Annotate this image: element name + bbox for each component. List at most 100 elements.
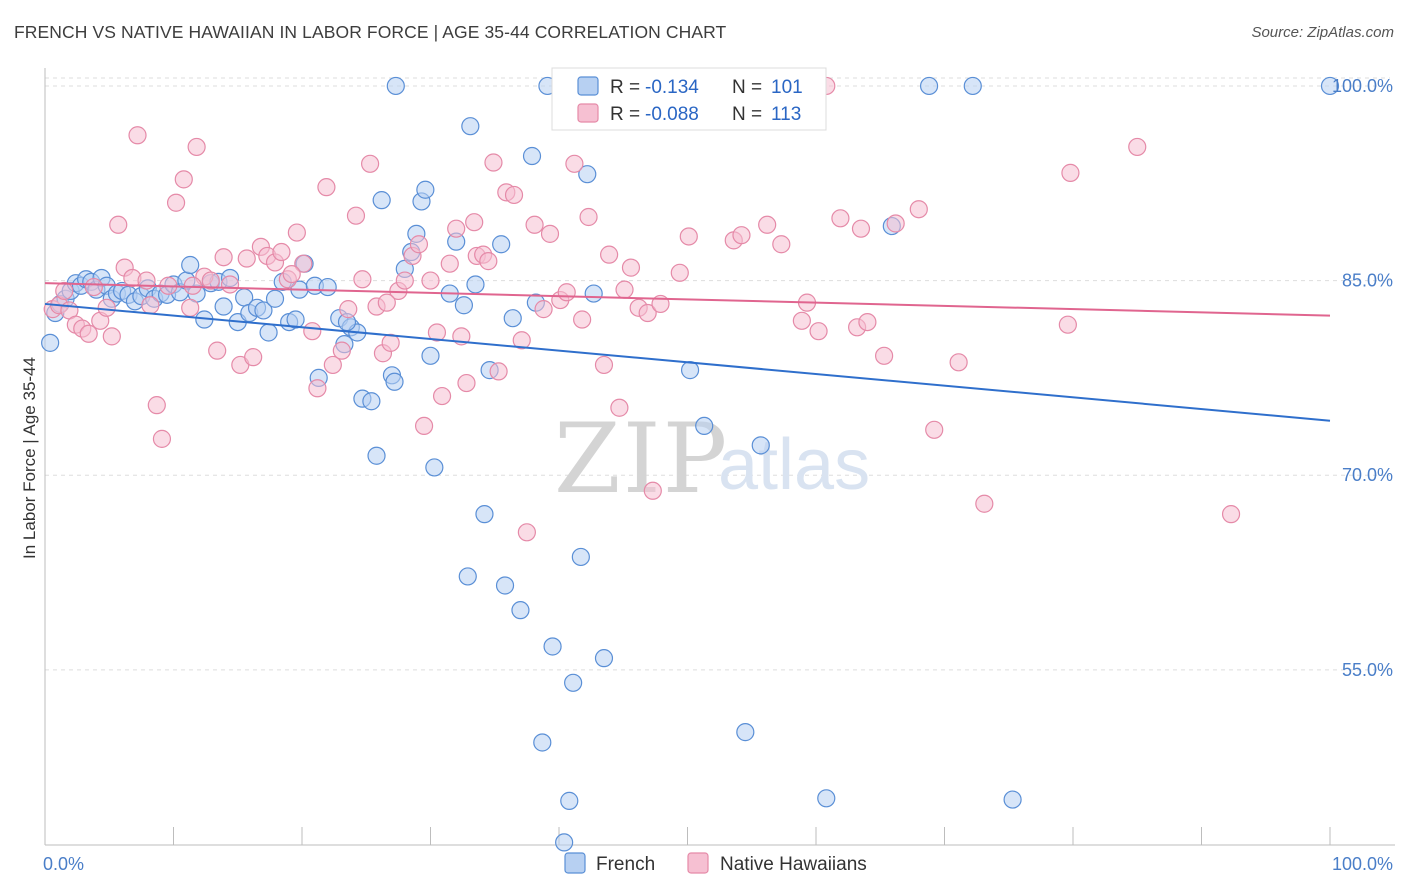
hawaiian-point-22 bbox=[181, 298, 200, 317]
trend-lines bbox=[44, 282, 1331, 422]
french-point-63 bbox=[425, 458, 444, 477]
french-point-36 bbox=[254, 301, 273, 320]
hawaiian-point-27 bbox=[214, 248, 233, 267]
french-point-25 bbox=[181, 255, 200, 275]
hawaiian-point-43 bbox=[332, 341, 351, 360]
bottom-legend-swatch-french bbox=[564, 852, 586, 874]
french-point-92 bbox=[817, 789, 836, 808]
french-point-79 bbox=[555, 833, 574, 852]
hawaiian-trend-line bbox=[44, 282, 1331, 317]
hawaiian-point-113 bbox=[377, 293, 396, 312]
legend-n-label-hawaiian: N = bbox=[732, 104, 762, 125]
hawaiian-point-83 bbox=[615, 280, 634, 299]
hawaiian-point-10 bbox=[102, 327, 121, 346]
hawaiian-point-105 bbox=[975, 494, 994, 513]
hawaiian-point-71 bbox=[517, 523, 536, 542]
french-point-98 bbox=[458, 567, 477, 586]
hawaiian-point-67 bbox=[489, 362, 508, 381]
french-point-46 bbox=[318, 277, 337, 297]
hawaiian-point-25 bbox=[201, 271, 220, 290]
hawaiian-point-88 bbox=[670, 263, 689, 282]
hawaiian-point-74 bbox=[540, 224, 560, 243]
hawaiian-point-58 bbox=[432, 386, 452, 406]
hawaiian-points bbox=[43, 76, 1241, 542]
french-point-0 bbox=[41, 333, 60, 352]
legend-r-label-hawaiian: R = bbox=[610, 104, 640, 125]
hawaiian-point-66 bbox=[484, 153, 503, 172]
french-point-56 bbox=[385, 372, 404, 391]
hawaiian-point-26 bbox=[208, 341, 227, 360]
hawaiian-point-111 bbox=[282, 264, 301, 284]
x-tick-label-1: 100.0% bbox=[1332, 854, 1393, 874]
bottom-legend-label-french: French bbox=[596, 854, 655, 875]
hawaiian-point-65 bbox=[479, 252, 498, 271]
hawaiian-point-46 bbox=[353, 270, 372, 289]
hawaiian-point-20 bbox=[166, 193, 186, 212]
french-point-95 bbox=[963, 76, 982, 96]
hawaiian-point-52 bbox=[395, 271, 414, 290]
hawaiian-point-109 bbox=[1221, 505, 1241, 524]
hawaiian-point-110 bbox=[465, 213, 484, 232]
hawaiian-point-62 bbox=[457, 373, 476, 393]
y-axis-label: In Labor Force | Age 35-44 bbox=[20, 357, 39, 559]
hawaiian-point-6 bbox=[79, 324, 98, 343]
french-point-94 bbox=[919, 76, 939, 96]
hawaiian-point-57 bbox=[427, 323, 447, 342]
french-point-85 bbox=[594, 649, 614, 668]
french-point-80 bbox=[560, 791, 579, 810]
hawaiian-point-37 bbox=[287, 223, 306, 242]
hawaiian-point-60 bbox=[447, 219, 466, 238]
french-point-61 bbox=[416, 180, 435, 199]
french-point-68 bbox=[466, 275, 485, 294]
french-point-66 bbox=[454, 296, 474, 315]
hawaiian-point-38 bbox=[294, 254, 313, 273]
french-point-62 bbox=[421, 346, 440, 365]
hawaiian-point-81 bbox=[600, 245, 619, 264]
french-point-89 bbox=[736, 723, 755, 742]
hawaiian-point-40 bbox=[308, 379, 327, 398]
hawaiian-point-45 bbox=[346, 206, 366, 225]
french-point-83 bbox=[578, 165, 597, 184]
hawaiian-point-30 bbox=[237, 249, 256, 268]
hawaiian-point-100 bbox=[875, 346, 894, 365]
hawaiian-point-77 bbox=[565, 154, 584, 173]
hawaiian-point-107 bbox=[1061, 163, 1080, 182]
hawaiian-point-41 bbox=[317, 178, 336, 197]
french-point-97 bbox=[1320, 76, 1340, 96]
hawaiian-point-73 bbox=[534, 300, 553, 319]
hawaiian-point-101 bbox=[886, 214, 905, 233]
french-point-41 bbox=[286, 310, 305, 329]
hawaiian-point-80 bbox=[594, 355, 614, 375]
axes bbox=[44, 68, 1395, 846]
y-tick-label-0: 55.0% bbox=[1342, 660, 1393, 680]
chart-title: FRENCH VS NATIVE HAWAIIAN IN LABOR FORCE… bbox=[14, 22, 727, 42]
hawaiian-point-92 bbox=[758, 215, 777, 234]
hawaiian-point-14 bbox=[128, 126, 147, 145]
hawaiian-point-93 bbox=[772, 235, 791, 254]
french-point-99 bbox=[386, 76, 405, 96]
french-point-67 bbox=[461, 117, 480, 136]
french-point-74 bbox=[511, 601, 530, 620]
hawaiian-point-23 bbox=[187, 137, 206, 157]
hawaiian-point-2 bbox=[55, 281, 74, 301]
hawaiian-point-54 bbox=[409, 235, 429, 254]
hawaiian-point-103 bbox=[925, 420, 944, 439]
hawaiian-point-35 bbox=[272, 242, 291, 262]
legend-swatch-hawaiian bbox=[577, 103, 599, 123]
hawaiian-point-79 bbox=[579, 207, 598, 227]
hawaiian-point-70 bbox=[512, 331, 531, 350]
x-tick-label-0: 0.0% bbox=[43, 854, 84, 874]
hawaiian-point-86 bbox=[638, 303, 657, 323]
hawaiian-point-78 bbox=[573, 310, 592, 329]
french-point-37 bbox=[259, 323, 278, 342]
hawaiian-point-87 bbox=[643, 481, 662, 500]
french-point-78 bbox=[543, 637, 562, 656]
hawaiian-point-76 bbox=[557, 283, 576, 302]
french-point-96 bbox=[1003, 790, 1022, 809]
french-point-53 bbox=[367, 446, 386, 465]
hawaiian-point-115 bbox=[792, 311, 811, 330]
hawaiian-point-31 bbox=[244, 348, 263, 367]
hawaiian-point-59 bbox=[440, 254, 459, 273]
legend-swatch-french bbox=[577, 76, 599, 96]
y-tick-label-1: 70.0% bbox=[1342, 465, 1393, 485]
